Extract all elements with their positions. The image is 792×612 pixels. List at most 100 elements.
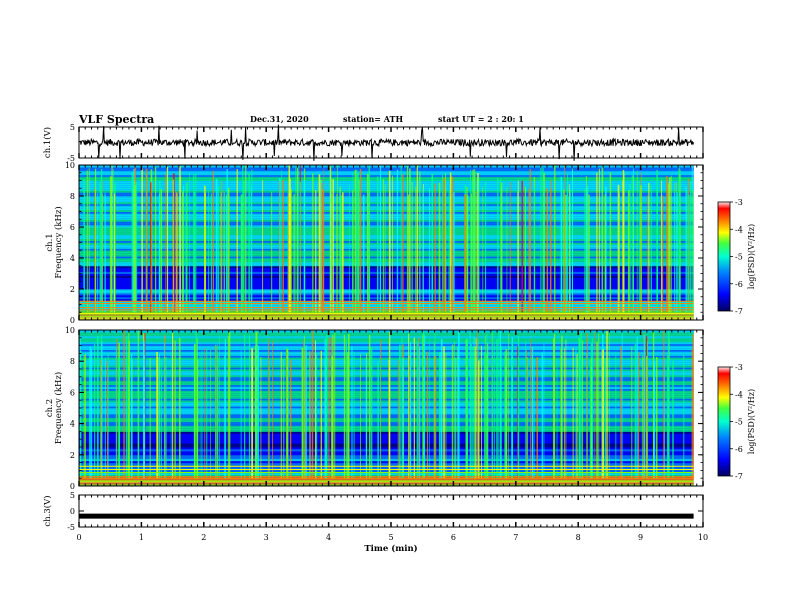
spectrogram-band <box>79 197 694 201</box>
spectrogram-band <box>79 398 694 401</box>
spectrogram-band <box>79 230 694 234</box>
spectrogram-band <box>79 211 694 214</box>
y-tick-label: 8 <box>70 192 75 201</box>
ch1-spectrogram-panel: 0 2 4 6 8 10 ch.1Frequency (kHz) <box>45 161 704 325</box>
spectrogram-band <box>79 370 694 374</box>
spectrogram-band <box>79 386 694 389</box>
colorbar-tick-label: -6 <box>735 280 743 289</box>
spectrogram-band <box>79 443 694 446</box>
colorbar-tick-label: -4 <box>735 390 743 399</box>
spectrogram-band <box>79 369 694 372</box>
x-tick-label: 2 <box>201 533 206 542</box>
spectrogram-band <box>79 460 694 464</box>
spectrogram-band <box>79 353 694 356</box>
spectrogram-band <box>79 310 694 313</box>
spectrogram-band <box>79 441 694 444</box>
y-tick-label: 2 <box>70 451 75 460</box>
spectrogram-band <box>79 292 694 296</box>
spectrogram-band <box>79 482 694 485</box>
spectrogram-band <box>79 396 694 399</box>
spectrogram-band <box>79 384 694 388</box>
spectrogram-band <box>79 355 694 358</box>
spectrogram-band <box>79 254 694 257</box>
spectrogram-band <box>79 388 694 391</box>
spectrogram-band <box>79 431 694 434</box>
spectrogram-band <box>79 246 694 249</box>
y-tick-label: 5 <box>70 491 75 500</box>
spectrogram-band <box>79 351 694 354</box>
spectrogram-band <box>79 345 694 349</box>
spectrogram-band <box>79 180 694 183</box>
spectrogram-band <box>79 347 694 350</box>
spectrogram-band <box>79 331 694 335</box>
spectrogram-band <box>79 394 694 397</box>
colorbar-label: log(PSD)(V²/Hz) <box>747 389 756 454</box>
spectrogram-band <box>79 427 694 430</box>
spectrogram-band <box>79 201 694 205</box>
spectrogram-band <box>79 190 694 193</box>
spectrogram-band <box>79 330 694 333</box>
y-tick-label: 8 <box>70 357 75 366</box>
spectrogram-band <box>79 271 694 274</box>
spectrogram-band <box>79 409 694 413</box>
spectrogram-band <box>79 184 694 187</box>
spectrogram-band <box>79 484 694 487</box>
spectrogram-band <box>79 168 694 172</box>
spectrogram-band <box>79 227 694 230</box>
spectrogram-band <box>79 172 694 176</box>
colorbar-gradient <box>717 366 731 477</box>
colorbar-label: log(PSD)(V²/Hz) <box>747 224 756 289</box>
spectrogram-band <box>79 376 694 380</box>
spectrogram-band <box>79 374 694 378</box>
spectrogram-band <box>79 333 694 337</box>
spectrogram-band <box>79 225 694 228</box>
ch2-spectrogram-panel: 0 2 4 6 8 10 ch.2Frequency (kHz) <box>45 326 704 491</box>
spectrogram-band <box>79 258 694 261</box>
header-date: Dec.31, 2020 <box>250 114 309 124</box>
spectrogram-band <box>79 437 694 440</box>
x-tick-label: 3 <box>264 533 269 542</box>
spectrogram-band <box>79 203 694 207</box>
spectrogram-band <box>79 178 694 181</box>
ch1-waveform-panel: 5 -5 ch.1(V) <box>42 123 704 163</box>
spectrogram-band <box>79 304 694 307</box>
spectrogram-band <box>79 408 694 411</box>
colorbar-tick-label: -7 <box>735 472 743 481</box>
spectrogram-band <box>79 298 694 302</box>
spectrogram-band <box>79 228 694 232</box>
spectrogram-band <box>79 296 694 300</box>
spectrogram-band <box>79 275 694 278</box>
y-axis-label: ch.1(V) <box>42 127 53 158</box>
ch3-waveform-panel: 5 0 -5 ch.3(V) <box>42 491 704 532</box>
spectrogram-band <box>79 372 694 376</box>
spectrogram-band <box>79 287 694 290</box>
spectrogram-band <box>79 472 694 475</box>
ch1-waveform-trace <box>78 124 695 161</box>
x-tick-label: 10 <box>698 533 708 542</box>
spectrogram-band <box>79 456 694 460</box>
spectrogram-band <box>79 186 694 189</box>
spectrogram-band <box>79 343 694 347</box>
y-tick-label: 5 <box>70 123 75 132</box>
chart-title: VLF Spectra <box>78 113 154 126</box>
spectrogram-band <box>79 359 694 362</box>
spectrogram-band <box>79 339 694 343</box>
colorbar-tick-label: -5 <box>735 418 743 427</box>
spectrogram-band <box>79 470 694 473</box>
x-tick-label: 7 <box>513 533 518 542</box>
spectrogram-band <box>79 223 694 226</box>
y-tick-label: 4 <box>70 254 75 263</box>
spectrogram-band <box>79 238 694 242</box>
spectrogram-band <box>79 263 694 267</box>
spectrogram-band <box>79 419 694 423</box>
x-tick-label: 0 <box>76 533 81 542</box>
spectrogram-band <box>79 378 694 382</box>
spectrogram-band <box>79 335 694 339</box>
y-tick-label: 10 <box>65 161 75 170</box>
spectrogram-band <box>79 367 694 370</box>
spectrogram-band <box>79 365 694 368</box>
spectrogram-band <box>79 452 694 456</box>
spectrogram-band <box>79 205 694 209</box>
spectrogram-band <box>79 458 694 462</box>
y-tick-label: 0 <box>70 482 75 491</box>
